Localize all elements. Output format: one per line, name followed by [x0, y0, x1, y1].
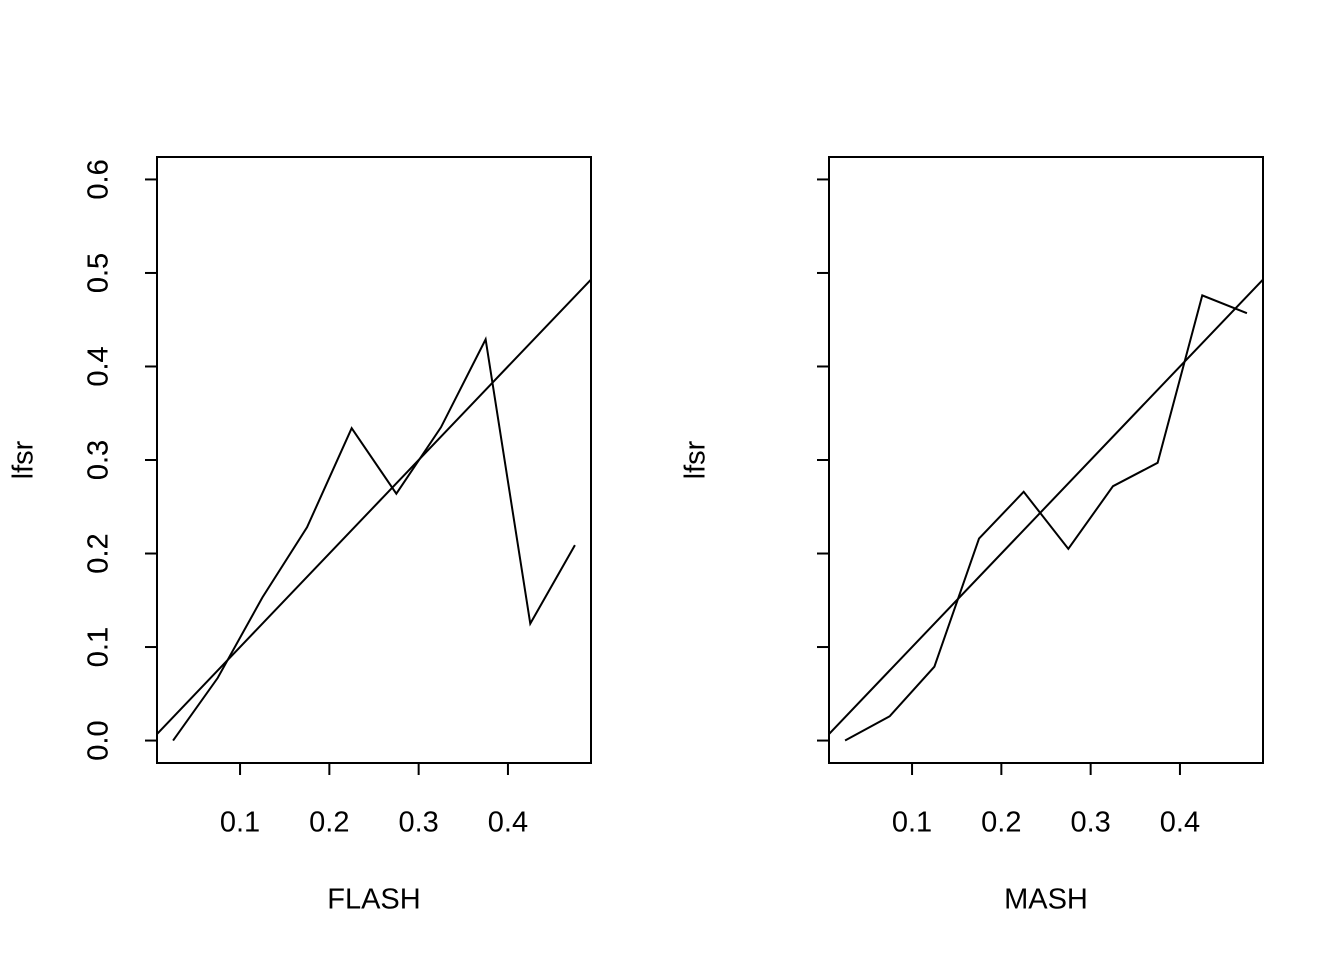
x-tick-label: 0.1 — [220, 807, 260, 839]
x-axis-label: FLASH — [327, 884, 420, 916]
y-tick-label: 0.0 — [83, 720, 115, 760]
y-tick-label: 0.6 — [83, 159, 115, 199]
y-axis-label: lfsr — [680, 440, 712, 479]
x-tick-label: 0.3 — [398, 807, 438, 839]
x-axis-label: MASH — [1004, 884, 1088, 916]
reference-line — [156, 278, 592, 735]
y-tick-label: 0.6 — [83, 159, 115, 199]
x-tick-label: 0.2 — [309, 807, 349, 839]
x-tick-label: 0.1 — [892, 807, 932, 839]
y-tick-label: 0.5 — [83, 253, 115, 293]
y-tick-label: 0.1 — [83, 627, 115, 667]
x-tick-label: 0.2 — [981, 807, 1021, 839]
data-line — [172, 336, 576, 742]
y-tick-label: 0.3 — [83, 440, 115, 480]
x-tick-label: 0.3 — [1070, 807, 1110, 839]
y-tick-label: 0.1 — [83, 627, 115, 667]
y-tick-label: 0.3 — [83, 440, 115, 480]
y-tick-label: 0.4 — [83, 346, 115, 386]
y-tick-label: 0.2 — [83, 533, 115, 573]
y-tick-label: 0.4 — [83, 346, 115, 386]
y-tick-label: 0.0 — [83, 720, 115, 760]
data-line — [844, 294, 1248, 742]
x-tick-label: 0.4 — [1160, 807, 1200, 839]
plot-box — [828, 156, 1264, 764]
reference-line — [828, 278, 1264, 735]
y-tick-label: 0.5 — [83, 253, 115, 293]
y-tick-label: 0.2 — [83, 533, 115, 573]
y-axis-label: lfsr — [8, 440, 40, 479]
x-tick-label: 0.4 — [488, 807, 528, 839]
